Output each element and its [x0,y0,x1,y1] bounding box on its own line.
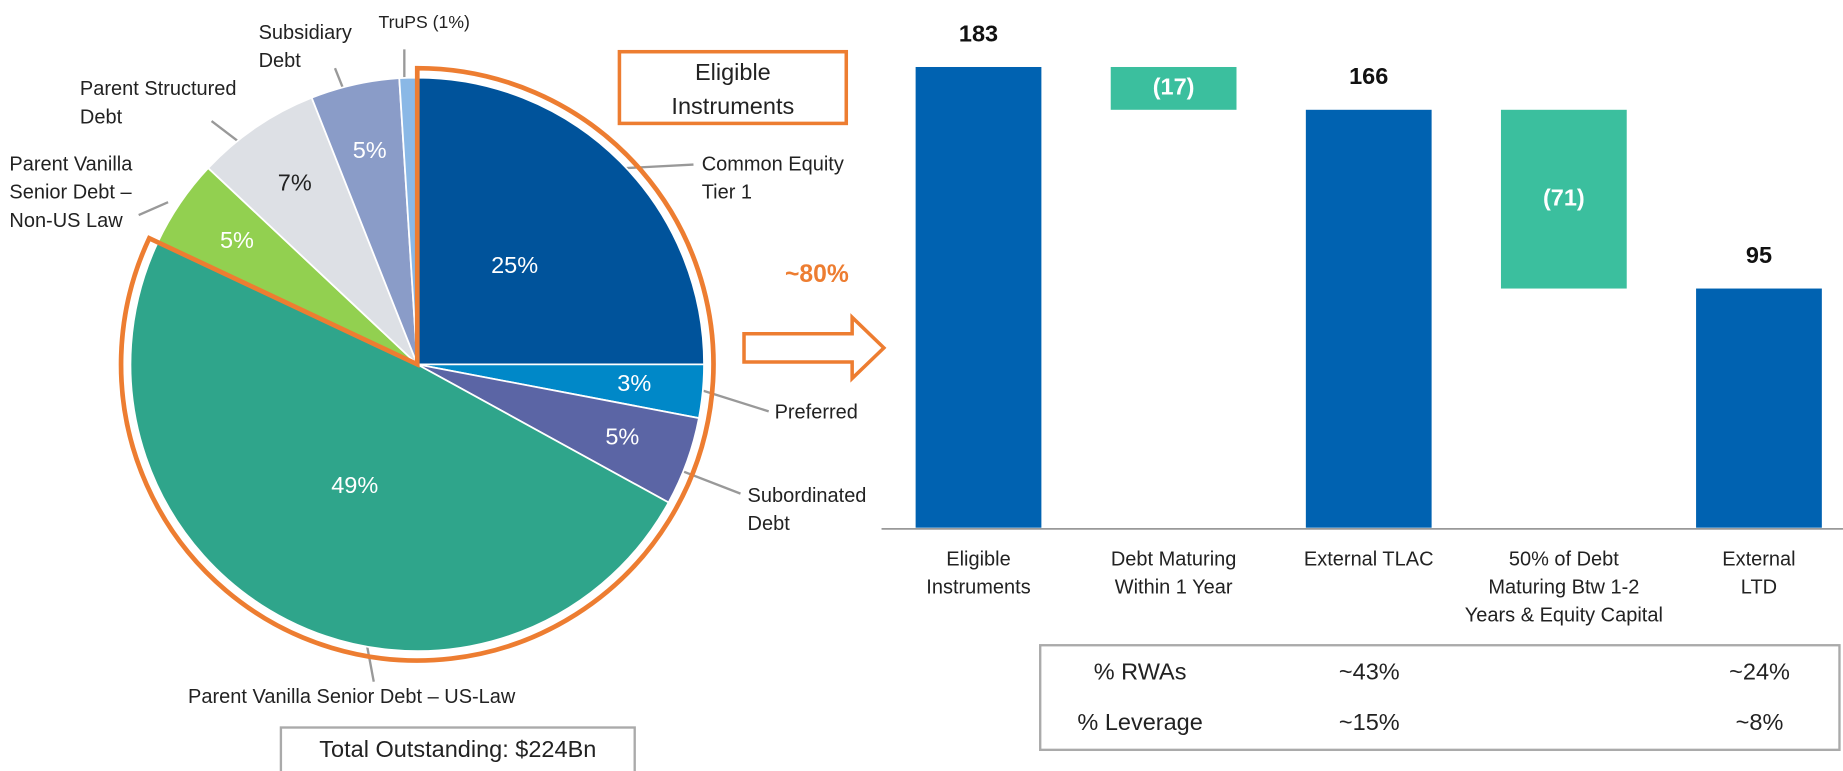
pie-slice [206,96,419,365]
arrow [742,313,887,383]
data-label: 7% [278,169,312,195]
data-label: 183 [959,20,998,46]
table-cell: ~15% [1339,709,1400,735]
data-label: (71) [1543,184,1585,210]
x-tick-label: Debt Maturing Within 1 Year [1110,547,1237,599]
pie-slice [416,76,705,366]
data-label: 3% [617,370,651,396]
data-label: 49% [331,472,378,498]
x-tick-label: External TLAC [1303,547,1434,571]
data-label: 5% [605,423,639,449]
highlight-outline [118,65,716,663]
leader-lines [138,49,770,682]
total-box [279,726,636,771]
x-tick-label: Eligible Instruments [926,547,1031,599]
pie-slice [129,241,670,652]
highlight-box [617,49,849,126]
category-label: TruPS (1%) [378,12,470,33]
data-label: 95 [1746,242,1772,268]
category-label: Parent Vanilla Senior Debt – Non-US Law [9,152,133,232]
table-cell: ~8% [1736,709,1784,735]
highlight-label: Eligible Instruments [671,59,795,120]
data-label: 166 [1349,63,1388,89]
data-label: (17) [1153,74,1195,100]
bar [1696,288,1822,528]
category-label: Parent Structured Debt [79,77,237,129]
category-label: Parent Vanilla Senior Debt – US-Law [188,685,516,708]
data-label: 25% [491,252,538,278]
table-cell: % Leverage [1077,709,1202,735]
category-label: Subordinated Debt [747,484,867,535]
table-cell: ~24% [1729,659,1790,685]
category-label: Subsidiary Debt [258,21,352,72]
highlight-share: ~80% [784,260,849,288]
table-cell: ~43% [1339,659,1400,685]
table-box [1039,644,1841,752]
bar [1305,109,1432,528]
category-label: Preferred [774,400,858,424]
data-label: 5% [220,227,254,253]
x-tick-label: External LTD [1722,547,1796,599]
x-tick-label: 50% of Debt Maturing Btw 1-2 Years & Equ… [1464,547,1663,627]
table-cell: % RWAs [1094,659,1187,685]
category-label: Common Equity Tier 1 [701,152,844,204]
bar [1500,109,1627,289]
bar [1110,66,1237,110]
total-label: Total Outstanding: $224Bn [319,736,597,763]
bar [915,66,1042,528]
data-label: 5% [353,137,387,163]
